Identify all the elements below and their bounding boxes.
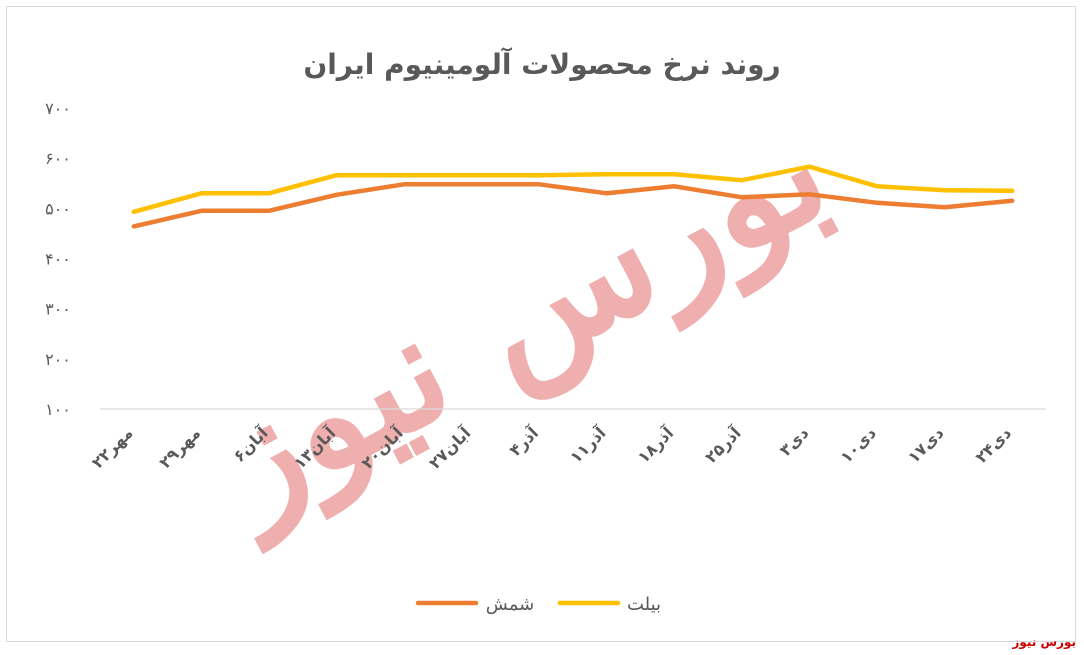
x-tick-label: ۲۴دی: [972, 423, 1015, 466]
legend-label: بیلت: [627, 594, 661, 615]
watermark-text: بورس نیوز: [178, 81, 856, 555]
x-tick-label: ۲۹مهر: [155, 423, 204, 472]
x-tick-label: ۴آذر: [505, 422, 543, 460]
source-label: بورس نیوز: [1012, 635, 1076, 649]
x-tick-label: ۱۱آذر: [565, 422, 610, 467]
y-axis: ۷۰۰ ۶۰۰ ۵۰۰ ۴۰۰ ۳۰۰ ۲۰۰ ۱۰۰: [45, 99, 71, 419]
x-tick-label: ۳دی: [776, 423, 813, 460]
y-tick-label: ۴۰۰: [45, 250, 71, 269]
y-tick-label: ۶۰۰: [45, 149, 71, 168]
chart-frame: [6, 6, 1076, 642]
x-tick-label: ۲۵آذر: [701, 422, 746, 467]
chart-title: روند نرخ محصولات آلومینیوم ایران: [303, 48, 781, 81]
y-tick-label: ۷۰۰: [45, 99, 71, 118]
series-line: [131, 182, 1015, 229]
y-tick-label: ۵۰۰: [45, 199, 71, 218]
series-line: [131, 164, 1015, 215]
y-tick-label: ۳۰۰: [45, 300, 71, 319]
legend: شمش بیلت: [415, 594, 661, 615]
legend-label: شمش: [486, 594, 534, 615]
x-tick-label: ۱۰دی: [836, 423, 879, 466]
series-layer: [131, 164, 1015, 229]
y-tick-label: ۲۰۰: [45, 350, 71, 369]
x-tick-label: ۱۸آذر: [633, 422, 678, 467]
x-tick-label: ۱۷دی: [904, 423, 947, 466]
x-tick-label: ۲۲مهر: [88, 423, 137, 472]
y-tick-label: ۱۰۰: [45, 400, 71, 419]
watermark-logo: بورس نیوز: [178, 81, 856, 555]
